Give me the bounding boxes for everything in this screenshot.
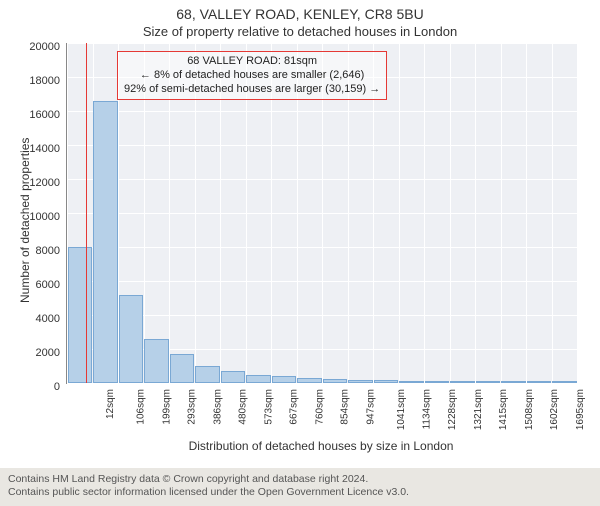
- gridline-v: [552, 43, 553, 383]
- chart-container: 68 VALLEY ROAD: 81sqm ← 8% of detached h…: [66, 43, 576, 413]
- bar: [68, 247, 93, 383]
- xtick-label: 106sqm: [136, 389, 147, 425]
- footer: Contains HM Land Registry data © Crown c…: [0, 468, 600, 506]
- ytick-label: 18000: [12, 75, 60, 87]
- ytick-label: 8000: [12, 245, 60, 257]
- bar: [93, 101, 118, 383]
- xtick-label: 947sqm: [365, 389, 376, 425]
- bar: [170, 354, 195, 383]
- annotation-line-2: ← 8% of detached houses are smaller (2,6…: [124, 69, 380, 83]
- gridline-v: [424, 43, 425, 383]
- xtick-label: 760sqm: [314, 389, 325, 425]
- bar: [374, 380, 399, 383]
- bar: [527, 381, 552, 383]
- bar: [450, 381, 475, 383]
- xtick-label: 573sqm: [263, 389, 274, 425]
- ytick-label: 16000: [12, 109, 60, 121]
- bar: [195, 366, 220, 383]
- gridline-v: [399, 43, 400, 383]
- bar: [144, 339, 169, 383]
- gridline-v: [501, 43, 502, 383]
- ytick-label: 0: [12, 381, 60, 393]
- ytick-label: 10000: [12, 211, 60, 223]
- bar: [399, 381, 424, 383]
- xtick-label: 1508sqm: [524, 389, 535, 430]
- ytick-label: 12000: [12, 177, 60, 189]
- xtick-label: 1041sqm: [396, 389, 407, 430]
- page-subtitle: Size of property relative to detached ho…: [0, 24, 600, 39]
- bar: [272, 376, 297, 383]
- bar: [323, 379, 348, 383]
- ytick-label: 20000: [12, 41, 60, 53]
- ytick-label: 14000: [12, 143, 60, 155]
- gridline-v: [475, 43, 476, 383]
- xtick-label: 1602sqm: [549, 389, 560, 430]
- ytick-label: 6000: [12, 279, 60, 291]
- bar: [119, 295, 144, 383]
- bar: [501, 381, 526, 383]
- bar: [348, 380, 373, 383]
- plot-area: 68 VALLEY ROAD: 81sqm ← 8% of detached h…: [66, 43, 577, 384]
- bar: [221, 371, 246, 383]
- xtick-label: 1415sqm: [498, 389, 509, 430]
- xtick-label: 667sqm: [289, 389, 300, 425]
- annotation-line-1: 68 VALLEY ROAD: 81sqm: [124, 55, 380, 69]
- gridline-h: [67, 383, 577, 384]
- reference-line: [86, 43, 88, 383]
- xtick-label: 199sqm: [161, 389, 172, 425]
- footer-line-2: Contains public sector information licen…: [8, 486, 592, 500]
- bar: [476, 381, 501, 383]
- ytick-label: 2000: [12, 347, 60, 359]
- annotation-line-3: 92% of semi-detached houses are larger (…: [124, 83, 380, 97]
- xtick-label: 386sqm: [212, 389, 223, 425]
- gridline-v: [526, 43, 527, 383]
- page-title: 68, VALLEY ROAD, KENLEY, CR8 5BU: [0, 6, 600, 22]
- xtick-label: 12sqm: [105, 389, 116, 419]
- annotation-box: 68 VALLEY ROAD: 81sqm ← 8% of detached h…: [117, 51, 387, 100]
- xtick-label: 1134sqm: [421, 389, 432, 429]
- ytick-label: 4000: [12, 313, 60, 325]
- xtick-label: 1321sqm: [473, 389, 484, 430]
- bar: [246, 375, 271, 384]
- bar: [425, 381, 450, 383]
- xtick-label: 854sqm: [340, 389, 351, 425]
- xtick-label: 1695sqm: [575, 389, 586, 430]
- bar: [552, 381, 577, 383]
- xtick-label: 1228sqm: [447, 389, 458, 430]
- gridline-v: [450, 43, 451, 383]
- x-axis-label: Distribution of detached houses by size …: [66, 439, 576, 453]
- footer-line-1: Contains HM Land Registry data © Crown c…: [8, 473, 592, 487]
- bar: [297, 378, 322, 383]
- xtick-label: 293sqm: [187, 389, 198, 425]
- xtick-label: 480sqm: [238, 389, 249, 425]
